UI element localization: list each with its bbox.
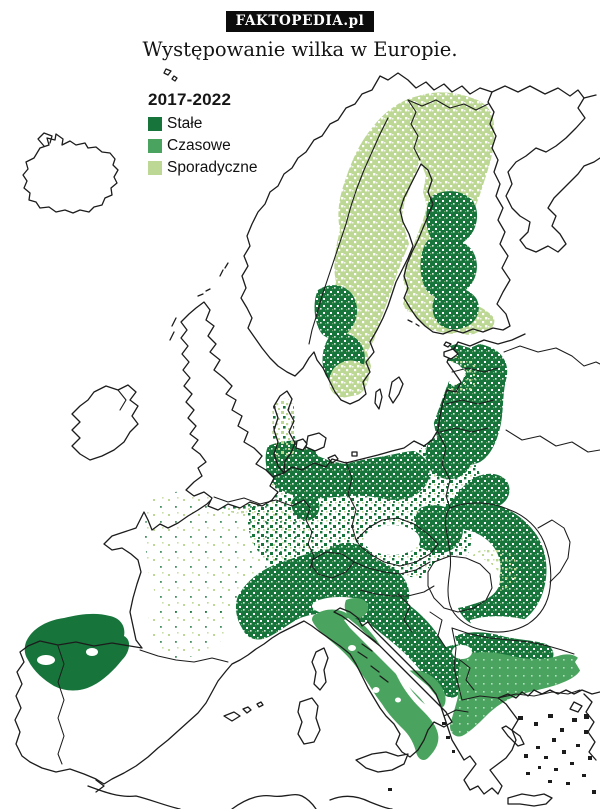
map-legend: 2017-2022 Stałe Czasowe Sporadyczne <box>148 90 257 176</box>
sea-masks <box>312 160 600 698</box>
coastline-layer <box>14 68 600 809</box>
wolf-distribution-layer <box>24 92 582 737</box>
legend-period: 2017-2022 <box>148 90 232 109</box>
legend-item-sporadyczne: Sporadyczne <box>148 159 257 176</box>
legend-swatch-light <box>148 160 162 175</box>
page-title: Występowanie wilka w Europie. <box>142 38 458 61</box>
brand-badge: FAKTOPEDIA.pl <box>225 11 375 32</box>
legend-label: Sporadyczne <box>167 158 258 176</box>
legend-item-stale: Stałe <box>148 115 257 132</box>
legend-swatch-dark <box>148 116 162 131</box>
legend-swatch-medium <box>148 138 162 153</box>
adriatic-sea-mask <box>344 618 448 728</box>
legend-label: Czasowe <box>167 136 231 154</box>
legend-item-czasowe: Czasowe <box>148 137 257 154</box>
legend-label: Stałe <box>167 114 203 132</box>
header: FAKTOPEDIA.pl Występowanie wilka w Europ… <box>0 0 600 61</box>
aegean-islands <box>388 714 596 794</box>
